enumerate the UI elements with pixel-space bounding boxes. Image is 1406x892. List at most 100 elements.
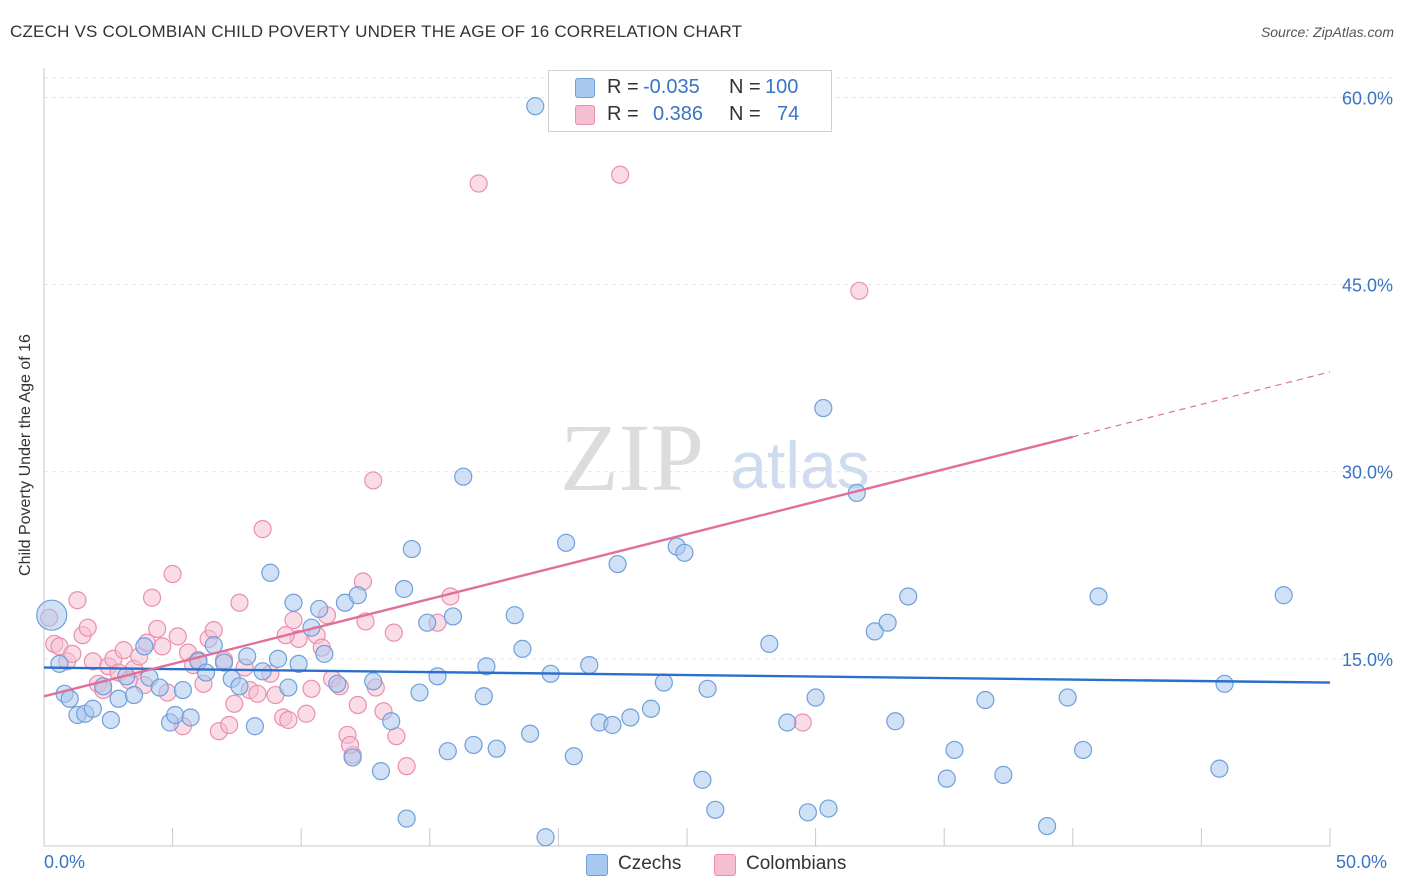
czech-point bbox=[261, 563, 280, 582]
colombian-point bbox=[611, 165, 630, 184]
czech-point bbox=[477, 657, 496, 676]
czech-point bbox=[654, 673, 673, 692]
r-value-czechs: -0.035 bbox=[643, 76, 700, 98]
czech-point bbox=[536, 828, 555, 847]
legend-row-colombians: R = 0.386 N = 74 bbox=[549, 101, 831, 127]
chart-title: CZECH VS COLOMBIAN CHILD POVERTY UNDER T… bbox=[10, 22, 743, 41]
czech-point bbox=[410, 683, 429, 702]
czech-point bbox=[706, 800, 725, 819]
colombian-point bbox=[153, 637, 172, 656]
czech-point bbox=[36, 599, 68, 631]
czech-point bbox=[1274, 586, 1293, 605]
czech-point bbox=[1037, 816, 1057, 836]
czech-point bbox=[166, 705, 185, 725]
colombian-point bbox=[469, 174, 488, 193]
czech-point bbox=[698, 679, 717, 698]
czech-point bbox=[526, 97, 545, 116]
czech-point bbox=[505, 606, 524, 625]
czech-point bbox=[899, 587, 918, 606]
czech-point bbox=[1073, 740, 1093, 760]
y-tick-labels: 15.0% 30.0% 45.0% 60.0% bbox=[1342, 88, 1393, 669]
n-label: N = bbox=[729, 103, 761, 125]
colombian-point bbox=[230, 593, 249, 612]
czech-point bbox=[371, 762, 391, 781]
y-tick-label: 45.0% bbox=[1342, 276, 1393, 296]
czech-point bbox=[364, 672, 383, 691]
czech-point bbox=[806, 688, 825, 707]
czech-point bbox=[173, 680, 192, 700]
czech-point bbox=[230, 677, 249, 696]
source-credit: Source: ZipAtlas.com bbox=[1260, 24, 1394, 40]
czech-point bbox=[124, 685, 144, 705]
czech-point bbox=[83, 699, 102, 718]
colombian-point bbox=[850, 281, 869, 300]
czech-point bbox=[50, 654, 69, 673]
czech-point bbox=[454, 467, 473, 486]
czech-swatch bbox=[575, 78, 595, 98]
y-tick-label: 15.0% bbox=[1342, 650, 1393, 670]
czech-point bbox=[865, 622, 884, 641]
czech-point bbox=[474, 687, 493, 706]
czech-point bbox=[675, 543, 694, 562]
legend-label-colombians: Colombians bbox=[746, 853, 847, 874]
colombian-point bbox=[114, 641, 133, 660]
czech-point bbox=[343, 748, 362, 767]
czech-point bbox=[101, 710, 120, 730]
trend-lines bbox=[43, 371, 1331, 698]
czech-point bbox=[937, 769, 956, 788]
czech-point bbox=[196, 663, 216, 682]
colombian-swatch bbox=[575, 105, 595, 125]
watermark: ZIP atlas bbox=[560, 404, 870, 511]
czech-point bbox=[778, 713, 797, 732]
czech-point bbox=[328, 674, 347, 693]
czech-point bbox=[402, 539, 421, 559]
colombian-point bbox=[163, 564, 182, 584]
czech-point bbox=[1089, 587, 1108, 606]
czech-point bbox=[1215, 674, 1234, 693]
colombian-point bbox=[793, 713, 812, 732]
colombian-trend-extension bbox=[1072, 371, 1331, 438]
czech-point bbox=[150, 678, 169, 697]
czech-point bbox=[268, 649, 288, 668]
colombian-point bbox=[142, 588, 162, 607]
czech-point bbox=[428, 667, 447, 686]
colombian-point bbox=[397, 757, 416, 776]
czech-point bbox=[109, 689, 128, 708]
czech-point bbox=[693, 770, 712, 789]
colombian-point bbox=[253, 520, 272, 539]
czech-point bbox=[513, 639, 532, 658]
legend-label-czechs: Czechs bbox=[618, 853, 682, 874]
czech-point bbox=[60, 689, 79, 708]
czech-point bbox=[245, 717, 265, 736]
gridlines bbox=[44, 77, 1392, 660]
czech-point bbox=[279, 678, 298, 697]
czech-point bbox=[438, 742, 457, 761]
n-value-czechs: 100 bbox=[765, 76, 799, 98]
watermark-atlas: atlas bbox=[730, 428, 869, 502]
czech-point bbox=[418, 613, 437, 632]
axes bbox=[43, 68, 1331, 847]
colombian-point bbox=[364, 471, 383, 490]
czech-point bbox=[315, 644, 334, 663]
czech-point bbox=[994, 765, 1013, 784]
czech-point bbox=[521, 724, 540, 743]
czech-point bbox=[608, 554, 627, 574]
czech-point bbox=[397, 809, 416, 828]
colombian-point bbox=[78, 618, 97, 637]
czech-point bbox=[580, 655, 599, 675]
x-axis-min-label: 0.0% bbox=[44, 852, 86, 872]
x-axis-max-label: 50.0% bbox=[1336, 852, 1388, 872]
colombian-point bbox=[68, 591, 87, 610]
czech-point bbox=[760, 634, 779, 653]
czech-point bbox=[181, 708, 200, 727]
czech-point bbox=[641, 699, 661, 718]
czech-point bbox=[1210, 759, 1229, 778]
y-tick-label: 60.0% bbox=[1342, 88, 1393, 108]
czech-point bbox=[135, 637, 154, 656]
colombian-point bbox=[168, 627, 187, 646]
czech-point bbox=[214, 653, 234, 672]
czech-point bbox=[557, 533, 576, 552]
czech-point bbox=[814, 398, 833, 418]
colombian-point bbox=[279, 710, 298, 730]
